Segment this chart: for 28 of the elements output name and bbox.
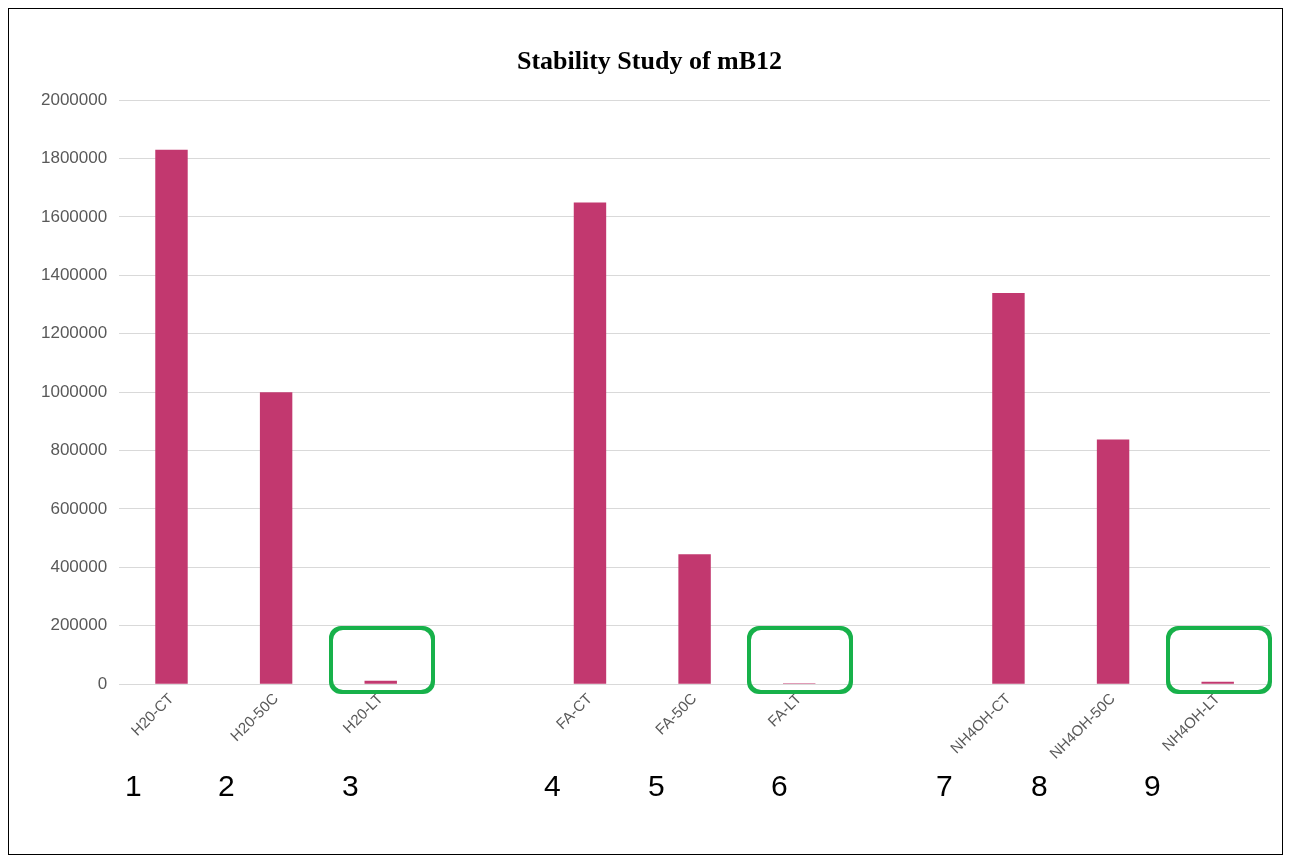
- y-tick-label: 1400000: [40, 265, 108, 285]
- bar: [155, 149, 188, 684]
- y-tick-label: 1800000: [40, 148, 108, 168]
- text: 5: [648, 769, 665, 803]
- bar: [259, 392, 293, 684]
- y-tick-label: 200000: [50, 615, 108, 635]
- bar: [992, 292, 1025, 684]
- text: 3: [342, 769, 359, 803]
- y-tick-label: 400000: [50, 557, 108, 577]
- y-tick-label: 600000: [50, 498, 108, 518]
- bar: [364, 680, 397, 684]
- text: 8: [1031, 769, 1048, 803]
- y-tick-label: 800000: [50, 440, 108, 460]
- text: 1: [125, 769, 142, 803]
- chart-title: Stability Study of mB12: [516, 46, 783, 76]
- y-tick-label: 1000000: [40, 381, 108, 401]
- y-tick-label: 2000000: [40, 89, 108, 109]
- bar: [573, 202, 607, 684]
- text: 2: [218, 769, 235, 803]
- y-tick-label: 0: [97, 673, 108, 693]
- y-tick-label: 1200000: [40, 323, 108, 343]
- bar: [1096, 439, 1130, 684]
- text: 4: [544, 769, 561, 803]
- text: 9: [1144, 769, 1161, 803]
- text: 7: [936, 769, 953, 803]
- y-tick-label: 1600000: [40, 206, 108, 226]
- bar: [678, 554, 711, 684]
- text: 6: [771, 769, 788, 803]
